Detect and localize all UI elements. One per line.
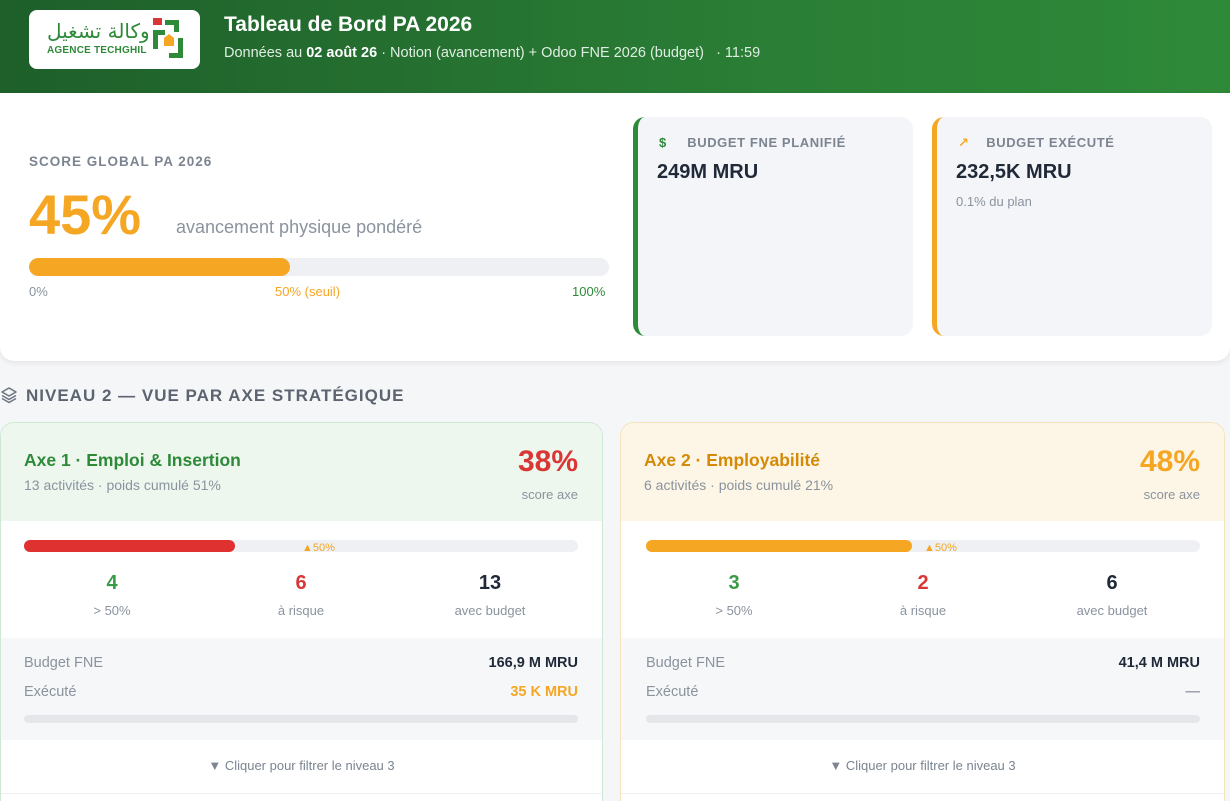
stat-at-risk: 2 à risque <box>833 572 1013 618</box>
axis-title: Axe 1 · Emploi & Insertion <box>24 450 241 470</box>
threshold-marker: ▲50% <box>924 542 957 554</box>
axis-progress-bar <box>24 540 578 552</box>
axis-budget-block: Budget FNE 166,9 M MRU Exécuté 35 K MRU <box>1 638 602 740</box>
score-label: SCORE GLOBAL PA 2026 <box>29 154 213 169</box>
tick-100: 100% <box>572 284 606 299</box>
top-header: وكالة تشغيل AGENCE TECHGHIL Tableau de B… <box>0 0 1230 93</box>
stat-value: 3 <box>728 572 740 594</box>
kpi-value: 232,5K MRU <box>956 161 1072 183</box>
tick-0: 0% <box>29 284 48 299</box>
budget-row: Budget FNE 166,9 M MRU <box>24 655 578 671</box>
budget-value: 166,9 M MRU <box>488 655 578 671</box>
executed-label: Exécuté <box>646 684 699 700</box>
kpi-value: 249M MRU <box>657 161 759 183</box>
score-value: 45% <box>29 183 142 246</box>
logo-arabic-text: وكالة تشغيل <box>47 19 150 43</box>
stat-value: 6 <box>1106 572 1118 594</box>
kpi-label: BUDGET EXÉCUTÉ <box>986 135 1115 150</box>
data-sources: · Notion (avancement) + Odoo FNE 2026 (b… <box>381 45 704 61</box>
kpi-budget-planned: $ BUDGET FNE PLANIFIÉ 249M MRU <box>633 117 913 336</box>
executed-value: 35 K MRU <box>510 684 578 700</box>
stat-with-budget: 6 avec budget <box>1022 572 1202 618</box>
stat-label: avec budget <box>454 603 526 618</box>
executed-row: Exécuté 35 K MRU <box>24 684 578 700</box>
data-date-line: Données au 02 août 26 · Notion (avanceme… <box>224 45 760 61</box>
filter-level-3-hint[interactable]: ▼ Cliquer pour filtrer le niveau 3 <box>208 758 395 773</box>
budget-value: 41,4 M MRU <box>1118 655 1200 671</box>
stat-above-50: 3 > 50% <box>644 572 824 618</box>
execution-bar <box>646 715 1200 723</box>
page-title: Tableau de Bord PA 2026 <box>224 13 473 36</box>
logo-mark-icon <box>153 18 183 58</box>
budget-label: Budget FNE <box>24 655 103 671</box>
layers-icon <box>1 387 17 404</box>
stat-value: 2 <box>917 572 929 594</box>
data-time: · 11:59 <box>716 45 761 61</box>
agency-logo: وكالة تشغيل AGENCE TECHGHIL <box>29 10 200 69</box>
section-title-text: NIVEAU 2 — VUE PAR AXE STRATÉGIQUE <box>26 386 405 405</box>
executed-row: Exécuté — <box>646 684 1200 700</box>
kpi-budget-executed: ↗ BUDGET EXÉCUTÉ 232,5K MRU 0.1% du plan <box>932 117 1212 336</box>
stat-label: > 50% <box>715 603 753 618</box>
kpi-label: BUDGET FNE PLANIFIÉ <box>687 135 846 150</box>
section-title: NIVEAU 2 — VUE PAR AXE STRATÉGIQUE <box>0 386 404 410</box>
stat-value: 4 <box>106 572 118 594</box>
global-score-panel: SCORE GLOBAL PA 2026 45% avancement phys… <box>0 93 1230 361</box>
budget-row: Budget FNE 41,4 M MRU <box>646 655 1200 671</box>
filter-level-3-hint[interactable]: ▼ Cliquer pour filtrer le niveau 3 <box>829 758 1016 773</box>
axis-budget-block: Budget FNE 41,4 M MRU Exécuté — <box>621 638 1224 740</box>
stat-with-budget: 13 avec budget <box>400 572 580 618</box>
stat-above-50: 4 > 50% <box>22 572 202 618</box>
stat-label: à risque <box>277 603 325 618</box>
axis-card-header: Axe 1 · Emploi & Insertion 13 activités … <box>1 423 602 521</box>
divider <box>1 793 602 794</box>
stat-label: avec budget <box>1076 603 1148 618</box>
axis-score: 48% <box>1139 445 1200 478</box>
axis-card-header: Axe 2 · Employabilité 6 activités · poid… <box>621 423 1224 521</box>
budget-label: Budget FNE <box>646 655 725 671</box>
threshold-marker: ▲50% <box>302 542 335 554</box>
stat-value: 6 <box>295 572 307 594</box>
axis-score-label: score axe <box>1143 487 1200 502</box>
stat-label: à risque <box>899 603 947 618</box>
axis-title: Axe 2 · Employabilité <box>644 450 821 470</box>
stat-at-risk: 6 à risque <box>211 572 391 618</box>
date-prefix: Données au <box>224 45 303 61</box>
stat-value: 13 <box>478 572 502 594</box>
global-progress-fill <box>29 258 290 276</box>
score-description: avancement physique pondéré <box>176 217 423 237</box>
axis-progress-fill <box>24 540 235 552</box>
axis-progress-fill <box>646 540 912 552</box>
kpi-note: 0.1% du plan <box>956 194 1032 209</box>
axis-subtitle: 6 activités · poids cumulé 21% <box>644 477 834 493</box>
dollar-icon: $ <box>659 135 667 150</box>
axis-progress-bar <box>646 540 1200 552</box>
axis-score-label: score axe <box>521 487 578 502</box>
divider <box>621 793 1224 794</box>
tick-threshold: 50% (seuil) <box>275 284 341 299</box>
executed-value: — <box>1185 684 1201 700</box>
logo-latin-text: AGENCE TECHGHIL <box>47 45 147 56</box>
axis-score: 38% <box>517 445 578 478</box>
data-date: 02 août 26 <box>306 45 378 61</box>
axis-subtitle: 13 activités · poids cumulé 51% <box>24 477 221 493</box>
axis-card-2[interactable]: Axe 2 · Employabilité 6 activités · poid… <box>620 422 1225 801</box>
global-progress-bar <box>29 258 609 276</box>
executed-label: Exécuté <box>24 684 77 700</box>
stat-label: > 50% <box>93 603 131 618</box>
execution-bar <box>24 715 578 723</box>
axis-card-1[interactable]: Axe 1 · Emploi & Insertion 13 activités … <box>0 422 603 801</box>
trending-up-icon: ↗ <box>958 135 970 150</box>
